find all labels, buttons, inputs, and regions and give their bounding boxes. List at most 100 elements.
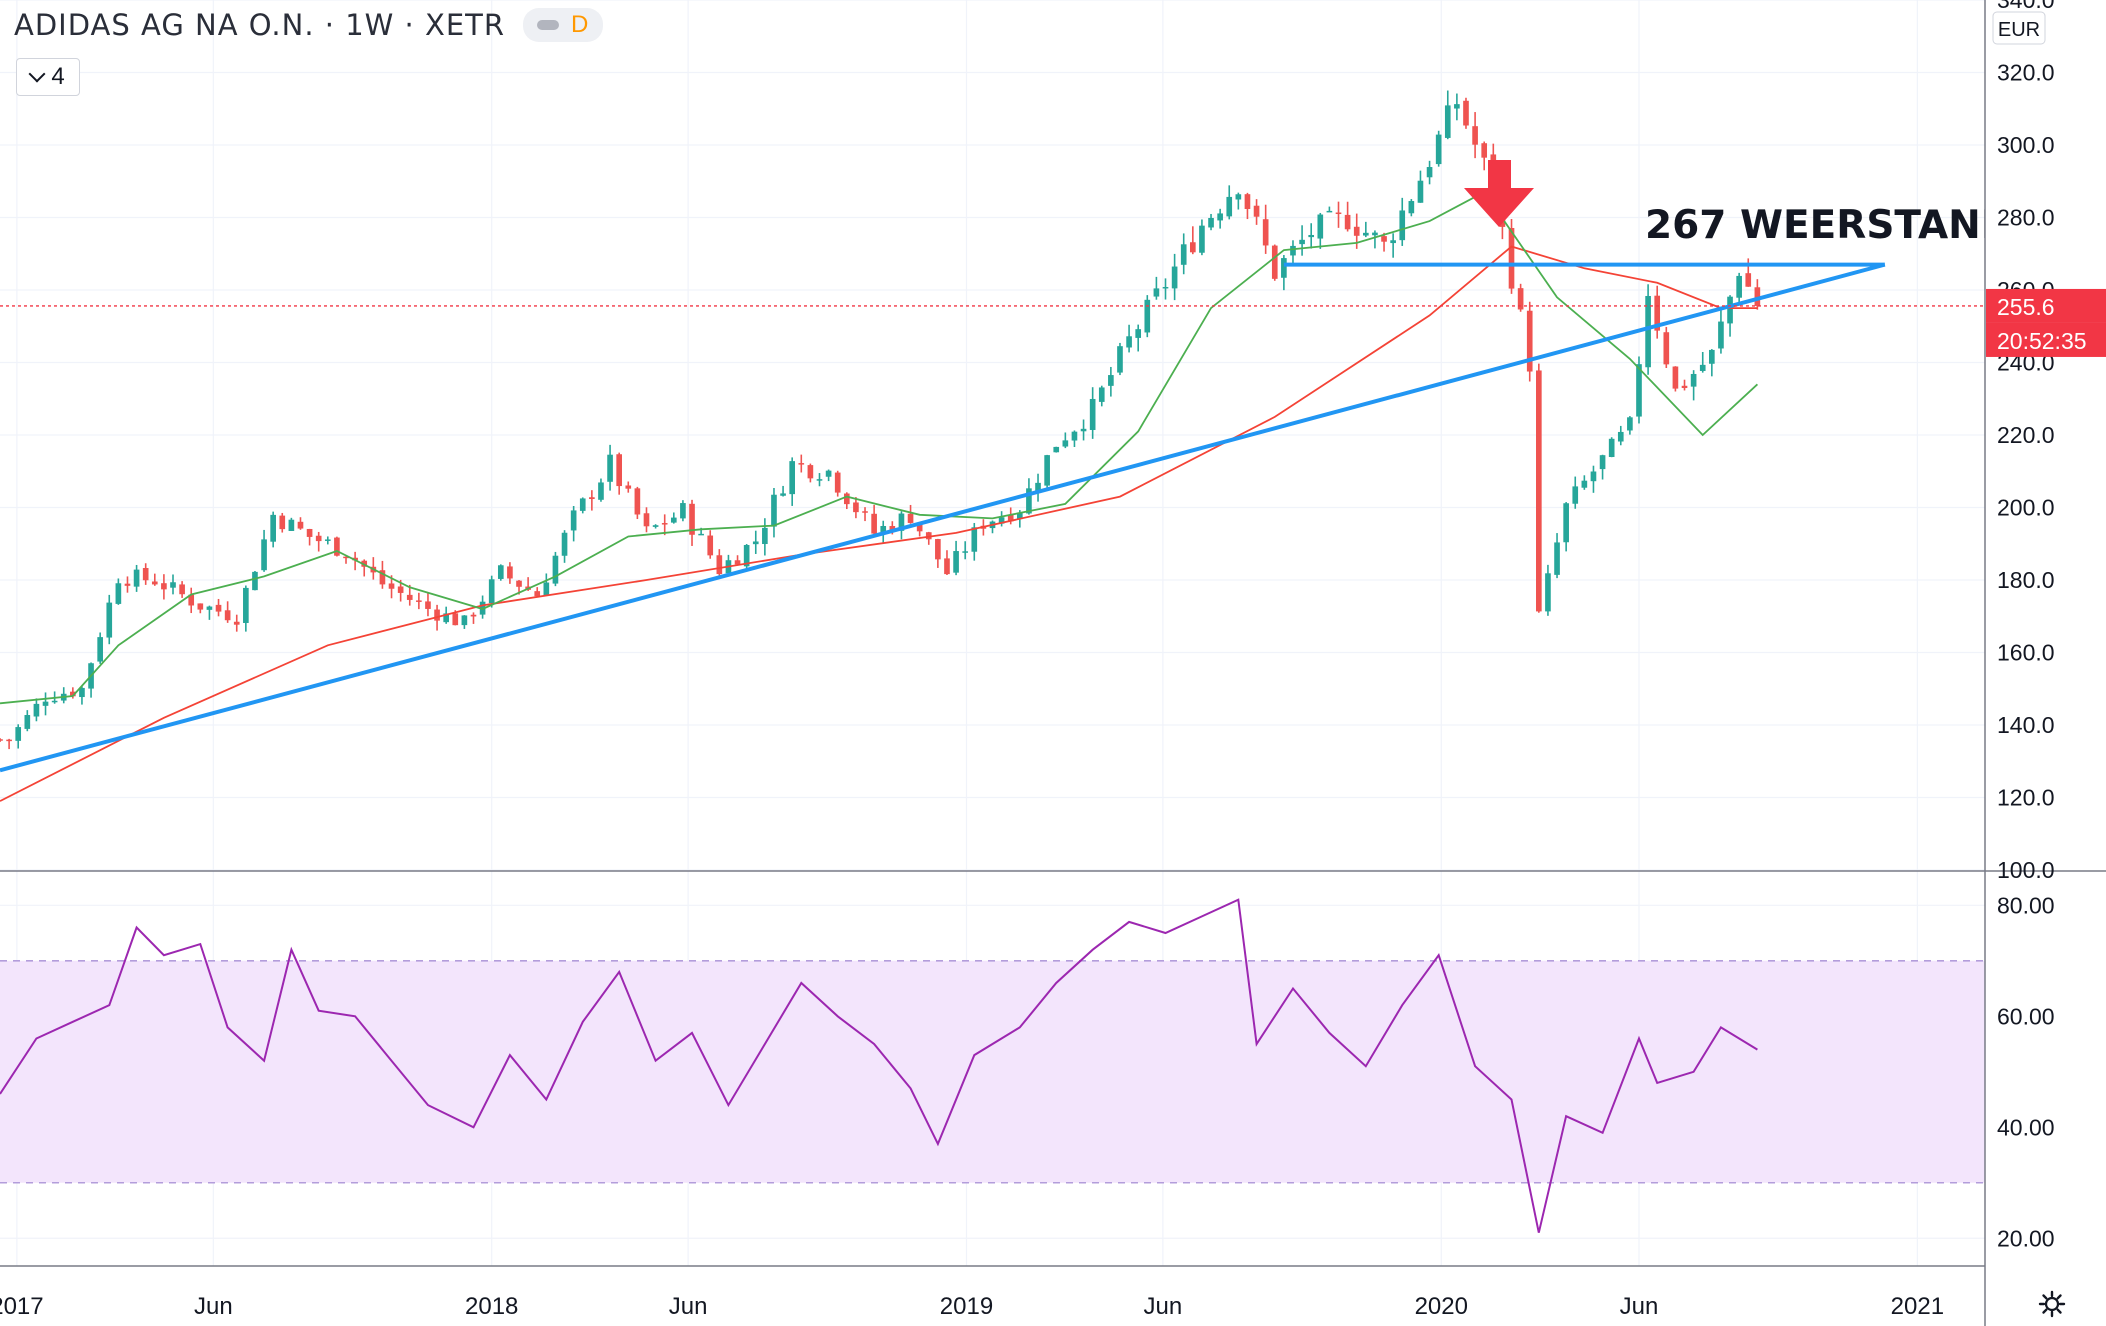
candle-body <box>352 557 358 561</box>
rsi-tick-label: 40.00 <box>1997 1114 2055 1140</box>
candle-body <box>297 521 304 529</box>
candle-body <box>743 545 750 567</box>
candle-body <box>762 527 768 545</box>
candle-body <box>79 687 85 698</box>
time-tick-label: Jun <box>1620 1293 1659 1320</box>
candle-body <box>1435 134 1442 165</box>
candle-body <box>907 513 914 523</box>
candle-body <box>1526 310 1533 372</box>
rsi-tick-label: 80.00 <box>1997 892 2055 918</box>
market-status-pill[interactable]: D <box>523 8 604 42</box>
time-tick-label: Jun <box>669 1293 708 1320</box>
candle-body <box>1007 514 1014 522</box>
candle-body <box>1517 288 1524 310</box>
candle-body <box>634 488 641 515</box>
candle-body <box>652 525 659 527</box>
candle-body <box>170 582 176 588</box>
rsi-overbought-oversold-band <box>0 960 1985 1183</box>
candle-body <box>1153 288 1160 297</box>
candle-body <box>543 582 550 596</box>
settings-gear-icon[interactable] <box>2038 1290 2066 1318</box>
candle-body <box>516 580 522 587</box>
candle-body <box>507 566 513 579</box>
candle-body <box>1135 329 1142 338</box>
candle-body <box>1235 194 1242 200</box>
candle-body <box>898 513 905 531</box>
candle-body <box>51 700 58 703</box>
candle-body <box>1080 428 1087 432</box>
candle-body <box>1754 287 1761 306</box>
candle-body <box>716 555 723 575</box>
candle-body <box>1299 239 1305 245</box>
candle-body <box>998 517 1005 524</box>
last-price-label: 255.6 <box>1997 294 2055 320</box>
candle-body <box>324 539 331 541</box>
candle-body <box>161 583 167 590</box>
candle-body <box>834 472 841 493</box>
candle-body <box>780 493 786 496</box>
candle-body <box>843 493 850 505</box>
candle-body <box>1581 480 1588 488</box>
candle-body <box>1472 126 1478 145</box>
currency-box <box>1992 11 2046 45</box>
candle-body <box>689 503 695 535</box>
price-tick-label: 120.0 <box>1997 785 2055 811</box>
candle-body <box>452 613 459 626</box>
candle-body <box>598 482 604 500</box>
indicator-legend-toggle[interactable]: 4 <box>16 58 80 96</box>
candle-body <box>862 511 868 513</box>
candle-body <box>15 727 22 741</box>
chevron-down-icon <box>28 65 46 83</box>
candle-body <box>916 524 923 532</box>
rising-trendline[interactable] <box>0 262 1886 773</box>
candle-body <box>1617 431 1624 442</box>
candle-body <box>670 517 677 523</box>
candle-body <box>406 594 413 600</box>
price-tick-label: 200.0 <box>1997 495 2055 521</box>
candle-body <box>607 454 613 482</box>
candle-body <box>416 600 422 602</box>
candle-body <box>288 519 295 531</box>
candle-body <box>1372 232 1378 236</box>
candle-body <box>106 602 113 638</box>
ma-fast-line <box>0 190 1759 705</box>
candle-body <box>243 587 249 623</box>
candle-body <box>1590 471 1597 482</box>
candle-body <box>1171 266 1178 289</box>
candle-body <box>488 579 495 604</box>
candle-body <box>1117 346 1123 373</box>
annotation-label: 267 WEERSTAND <box>1645 203 2013 248</box>
candle-body <box>1417 180 1424 203</box>
candle-body <box>252 571 258 591</box>
candle-body <box>1627 417 1633 431</box>
candle-body <box>752 541 759 545</box>
candle-body <box>771 494 777 527</box>
candle-body <box>1699 364 1706 371</box>
candle-body <box>1645 295 1651 368</box>
candle-body <box>616 454 622 487</box>
candle-body <box>151 581 158 585</box>
candle-body <box>70 691 76 697</box>
candle-body <box>1508 227 1515 289</box>
time-tick-label: 2019 <box>940 1293 993 1320</box>
candle-body <box>1654 295 1661 331</box>
candle-body <box>1271 245 1278 279</box>
candle-body <box>807 465 814 479</box>
candle-body <box>1463 100 1469 126</box>
candle-body <box>1481 143 1488 158</box>
candle-body <box>1672 366 1679 389</box>
candle-body <box>279 515 286 530</box>
symbol-title[interactable]: ADIDAS AG NA O.N. · 1W · XETR <box>14 8 506 42</box>
candle-body <box>1308 234 1315 238</box>
candle-body <box>1053 446 1060 453</box>
candle-body <box>1408 201 1415 214</box>
time-tick-label: Jun <box>1144 1293 1183 1320</box>
candle-body <box>315 535 322 542</box>
candle-body <box>825 470 832 477</box>
candle-body <box>0 739 3 741</box>
candle-body <box>1353 226 1360 236</box>
candle-body <box>1426 167 1433 178</box>
candle-body <box>589 497 595 500</box>
candle-body <box>1536 370 1542 612</box>
